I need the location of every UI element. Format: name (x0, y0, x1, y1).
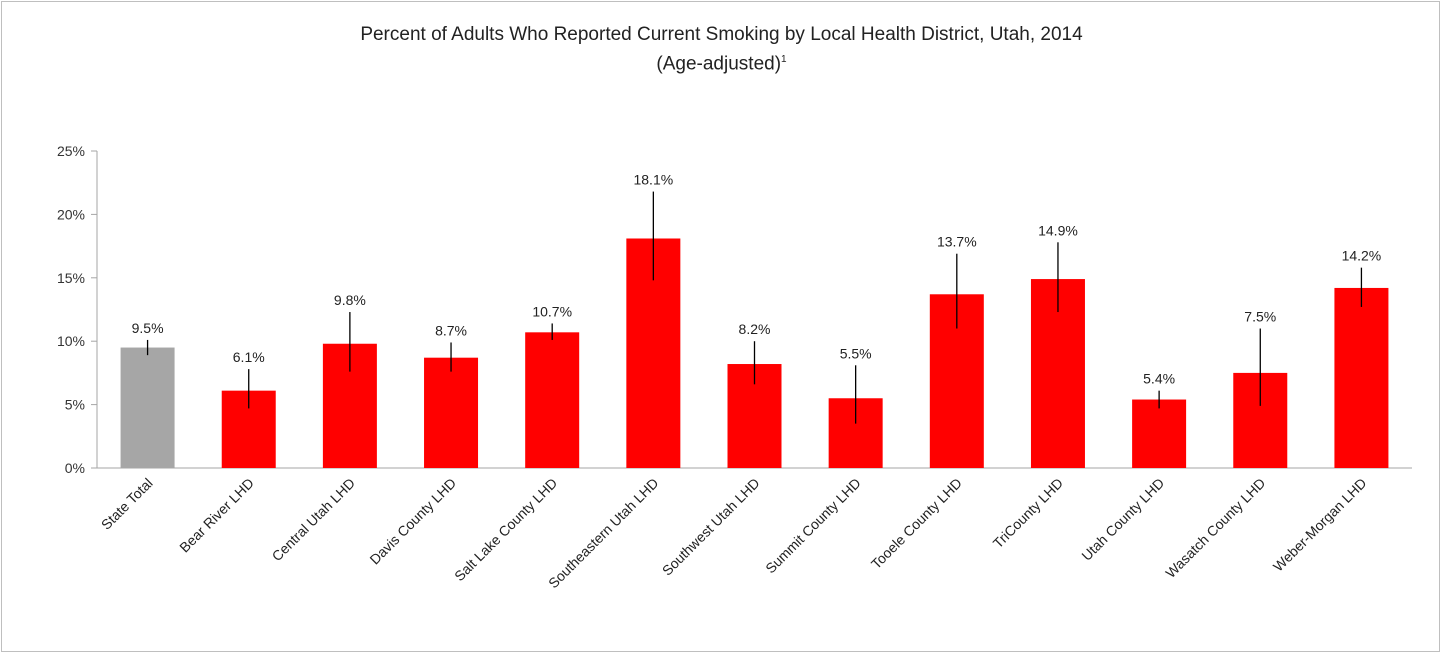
data-label: 13.7% (937, 234, 977, 250)
data-label: 18.1% (633, 172, 673, 188)
x-category-label: Southwest Utah LHD (659, 475, 763, 579)
data-label: 9.5% (132, 320, 164, 336)
data-label: 7.5% (1244, 309, 1276, 325)
x-category-label: Salt Lake County LHD (451, 475, 560, 584)
data-label: 14.9% (1038, 222, 1078, 238)
y-tick-label: 10% (57, 333, 85, 349)
y-tick-label: 20% (57, 206, 85, 222)
data-label: 8.7% (435, 322, 467, 338)
y-tick-label: 5% (65, 397, 85, 413)
x-category-label: Wasatch County LHD (1162, 475, 1268, 581)
bar (1132, 399, 1187, 468)
chart-title-block: Percent of Adults Who Reported Current S… (0, 22, 1443, 76)
chart-title: Percent of Adults Who Reported Current S… (360, 24, 1083, 45)
x-category-label: State Total (98, 475, 156, 533)
data-label: 9.8% (334, 292, 366, 308)
bar (120, 347, 175, 468)
y-tick-label: 15% (57, 270, 85, 286)
chart-subtitle-line: (Age-adjusted)1 (0, 47, 1443, 76)
data-label: 10.7% (532, 303, 572, 319)
x-category-label: Southeastern Utah LHD (545, 475, 661, 591)
data-label: 6.1% (233, 349, 265, 365)
chart-subtitle: (Age-adjusted) (656, 53, 782, 75)
x-category-label: Davis County LHD (366, 475, 459, 568)
data-label: 5.5% (840, 345, 872, 361)
bar (1334, 287, 1389, 468)
y-tick-label: 25% (57, 143, 85, 159)
bar (424, 357, 479, 468)
data-label: 8.2% (739, 321, 771, 337)
x-category-label: Summit County LHD (762, 475, 864, 577)
subtitle-footnote-marker: 1 (781, 54, 787, 65)
x-category-label: Tooele County LHD (868, 475, 965, 572)
x-category-label: TriCounty LHD (990, 475, 1066, 551)
y-tick-label: 0% (65, 460, 85, 476)
x-category-label: Bear River LHD (176, 475, 257, 556)
x-category-label: Weber-Morgan LHD (1270, 475, 1370, 575)
data-label: 14.2% (1342, 248, 1382, 264)
bar (525, 332, 580, 468)
x-category-label: Utah County LHD (1078, 475, 1167, 564)
x-category-label: Central Utah LHD (269, 475, 358, 564)
data-label: 5.4% (1143, 371, 1175, 387)
